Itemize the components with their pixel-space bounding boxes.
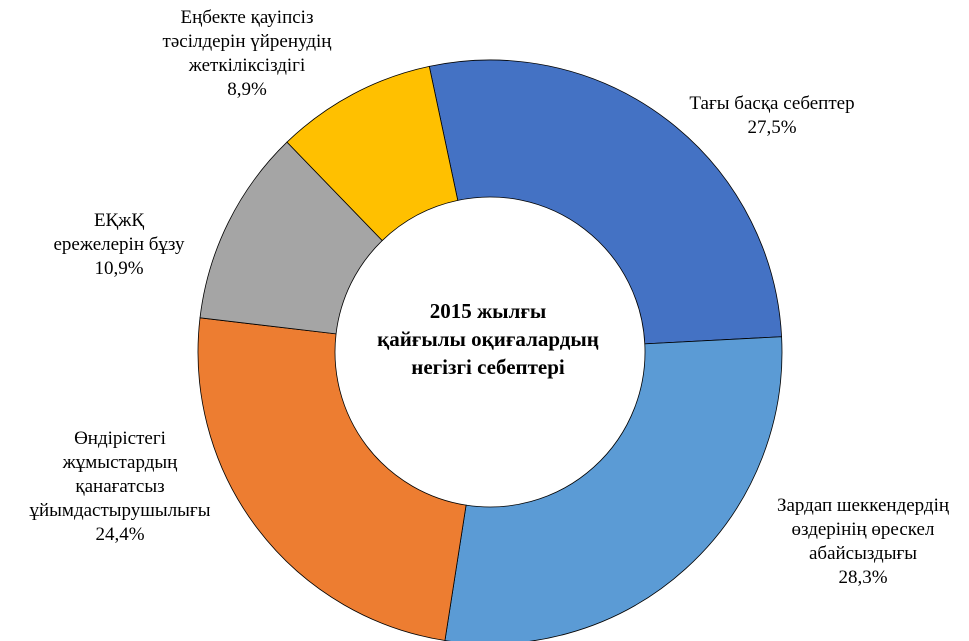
- slice-value-label: 27,5%: [747, 117, 796, 138]
- slice-label-line: абайсыздығы: [809, 543, 917, 564]
- slice-value-label: 8,9%: [227, 79, 267, 100]
- slice-value-label: 10,9%: [94, 258, 143, 279]
- chart-title-line-2: қайғылы оқиғалардың: [377, 327, 599, 351]
- slice-label-line: тәсілдерін үйренудің: [163, 31, 332, 52]
- donut-slice-5: [286, 65, 459, 242]
- slice-label-2: Зардап шеккендердің өздерінің өрескел абай…: [777, 495, 949, 588]
- slice-value-label: 24,4%: [95, 524, 144, 545]
- slice-label-1: Тағы басқа себептер 27,5%: [689, 93, 854, 138]
- slice-label-line: жұмыстардың: [62, 452, 178, 473]
- slice-label-line: ұйымдастырушылығы: [29, 500, 210, 521]
- slice-label-line: Зардап шеккендердің: [777, 495, 949, 516]
- slice-label-line: Өндірістегі: [74, 428, 166, 449]
- slice-label-line: өздерінің өрескел: [792, 519, 935, 540]
- slice-label-line: Тағы басқа себептер: [689, 93, 854, 114]
- slice-label-line: ЕҚжҚ: [94, 210, 144, 231]
- slice-label-line: жеткіліксіздігі: [188, 55, 306, 76]
- slice-label-line: қанағатсыз: [75, 476, 164, 497]
- chart-title-line-1: 2015 жылғы: [430, 299, 547, 323]
- chart-title: 2015 жылғы қайғылы оқиғалардың негізгі с…: [377, 299, 599, 379]
- slice-label-4: ЕҚжҚ ережелерін бұзу 10,9%: [53, 210, 185, 279]
- slice-label-line: ережелерін бұзу: [53, 234, 185, 255]
- slice-label-5: Еңбекте қауіпсіз тәсілдерін үйренудің жетк…: [163, 7, 332, 100]
- slice-label-3: Өндірістегі жұмыстардың қанағатсыз ұйымдаст…: [29, 428, 210, 545]
- slice-label-line: Еңбекте қауіпсіз: [181, 7, 314, 28]
- donut-slice-1: [428, 59, 783, 345]
- donut-slice-3: [197, 317, 467, 641]
- donut-slice-2: [444, 336, 783, 641]
- chart-title-line-3: негізгі себептері: [411, 355, 565, 379]
- slice-value-label: 28,3%: [838, 567, 887, 588]
